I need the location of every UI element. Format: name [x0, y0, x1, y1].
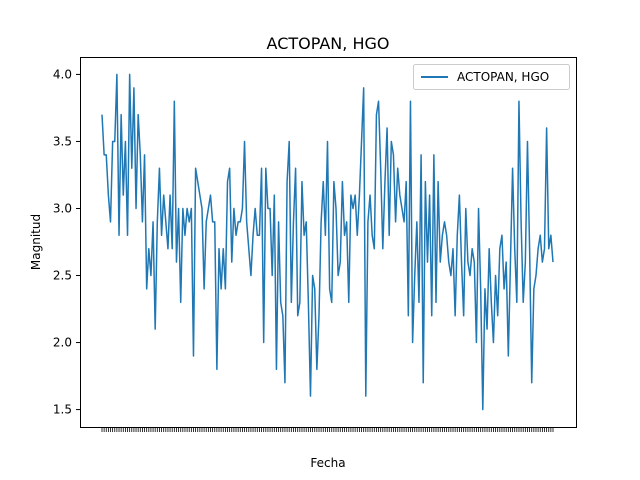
y-axis-ticks: 1.5 2.0 2.5 3.0 3.5 4.0 [53, 67, 80, 417]
y-tick-label: 2.0 [53, 336, 72, 350]
x-axis-label: Fecha [310, 456, 345, 470]
series-layer [101, 73, 554, 411]
chart-title: ACTOPAN, HGO [267, 34, 390, 53]
y-tick-label: 2.5 [53, 269, 72, 283]
legend: ACTOPAN, HGO [413, 64, 570, 90]
plot-area-frame [80, 57, 577, 428]
y-axis-label: Magnitud [29, 214, 43, 270]
y-tick-label: 4.0 [53, 67, 72, 81]
legend-label: ACTOPAN, HGO [457, 70, 549, 84]
y-tick-label: 3.5 [53, 134, 72, 148]
y-tick-label: 3.0 [53, 201, 72, 215]
legend-box [413, 64, 570, 90]
y-tick-label: 1.5 [53, 403, 72, 417]
series-line [101, 73, 554, 411]
